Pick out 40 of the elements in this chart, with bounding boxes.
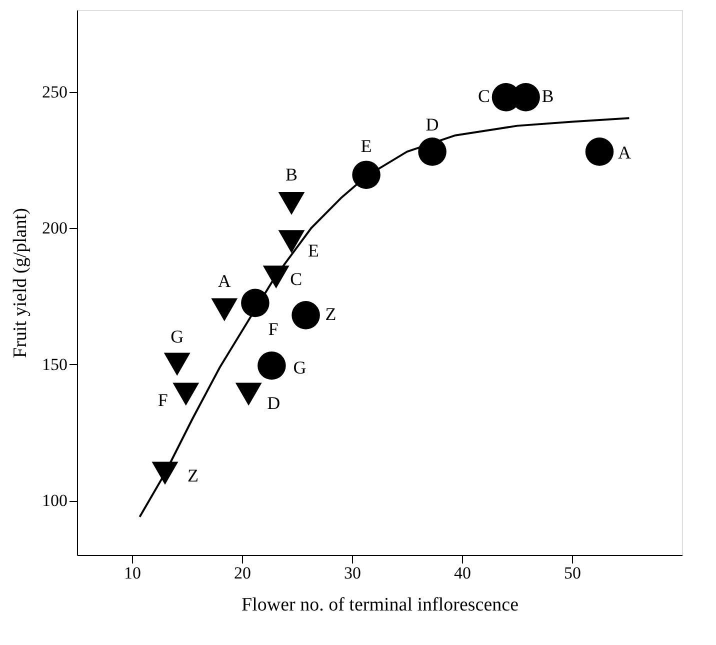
y-tick-label: 250 — [42, 82, 68, 102]
annotation: A — [218, 270, 231, 291]
point — [172, 382, 200, 406]
y-tick-label: 150 — [42, 354, 68, 374]
point — [235, 382, 262, 406]
y-tick-label: 100 — [42, 491, 68, 510]
point — [258, 352, 286, 380]
annotation: B — [542, 86, 554, 106]
annotation: F — [158, 390, 168, 410]
annotation: G — [293, 358, 306, 378]
annotation: D — [267, 393, 280, 414]
point — [211, 298, 238, 322]
x-tick-label: 10 — [124, 564, 141, 582]
annotation: E — [360, 136, 372, 156]
point — [352, 160, 380, 189]
point — [292, 301, 320, 330]
annotation: F — [268, 318, 278, 339]
y-tick-label: 200 — [42, 218, 68, 238]
annotation: E — [308, 240, 319, 261]
line-series — [138, 117, 630, 518]
annotation: C — [478, 86, 490, 106]
point — [418, 138, 446, 166]
x-tick-label: 50 — [564, 564, 581, 582]
annotation: B — [285, 164, 298, 184]
annotation: Z — [188, 465, 198, 486]
x-tick-label: 30 — [344, 564, 361, 582]
point — [585, 138, 614, 166]
x-tick-label: 20 — [234, 564, 251, 582]
annotation: Z — [325, 304, 336, 324]
annotation: A — [618, 142, 631, 163]
y-axis-title: Fruit yield (g/plant) — [10, 208, 31, 358]
point — [241, 288, 270, 318]
annotation: G — [170, 326, 184, 346]
annotation: C — [290, 269, 302, 290]
point — [278, 192, 305, 215]
annotation: D — [426, 114, 439, 135]
point — [164, 352, 190, 376]
x-tick-label: 40 — [454, 564, 471, 582]
x-axis-title: Flower no. of terminal inflorescence — [242, 594, 518, 616]
point — [278, 230, 305, 254]
